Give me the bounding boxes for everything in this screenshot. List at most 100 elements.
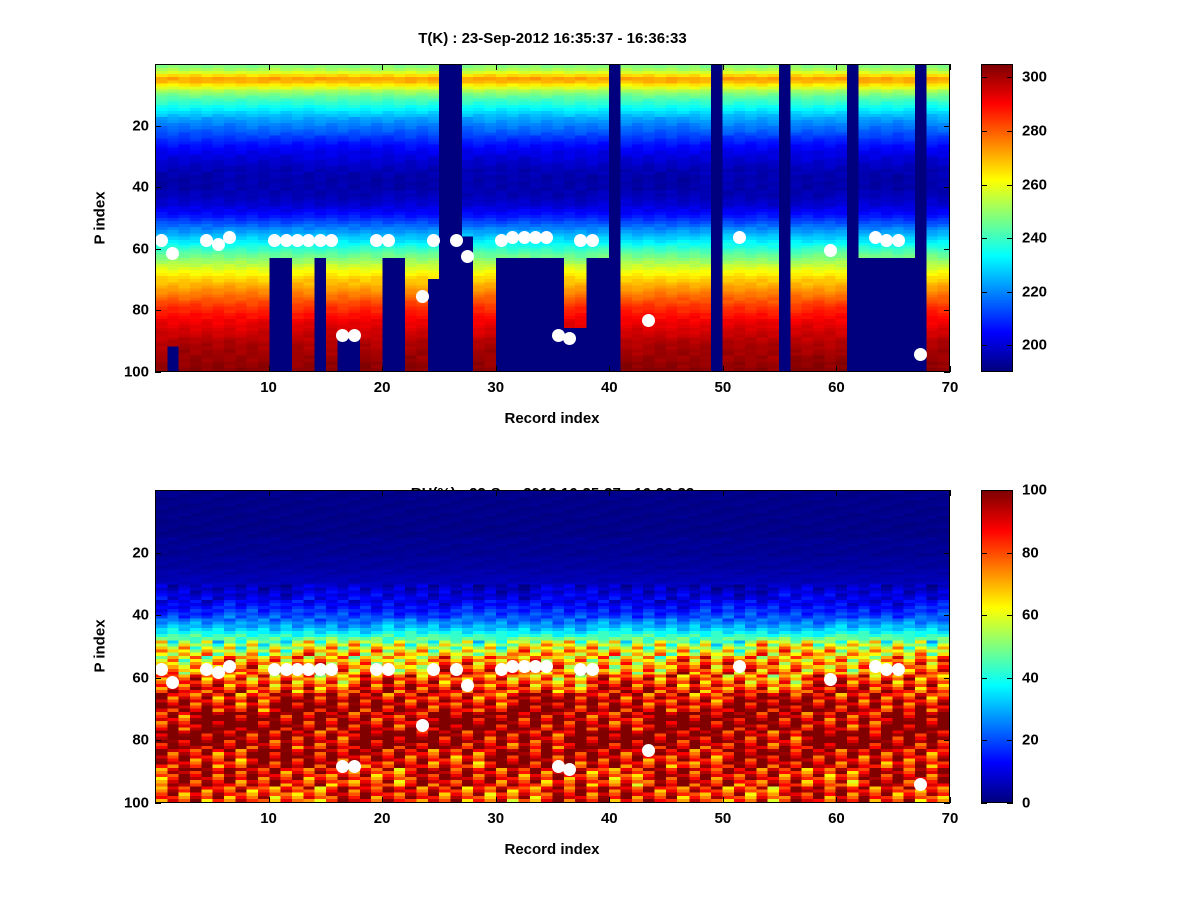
yaxis-tick-label: 20 — [132, 544, 149, 562]
xaxis-tick-mark — [495, 797, 497, 803]
panel-humidity: RH(%) : 23-Sep-2012 16:35:37 - 16:36:33 … — [0, 428, 1200, 900]
xaxis-tick-mark — [609, 366, 611, 372]
xaxis-tick-label: 70 — [941, 810, 959, 827]
temperature-yaxis-label: P index — [91, 191, 109, 245]
colorbar-tick-mark — [981, 238, 987, 240]
colorbar-tick-mark-right — [1007, 490, 1013, 491]
yaxis-tick-mark — [155, 552, 161, 554]
humidity-colorbar[interactable] — [981, 490, 1013, 803]
colorbar-tick-mark-right — [1007, 238, 1013, 240]
yaxis-tick-mark-right — [944, 615, 950, 617]
xaxis-tick-mark — [268, 366, 270, 372]
colorbar-tick-mark-right — [1007, 740, 1013, 742]
xaxis-tick-mark-top — [950, 64, 951, 70]
xaxis-tick-mark — [382, 366, 384, 372]
colorbar-tick-mark — [981, 345, 987, 347]
xaxis-tick-label: 30 — [487, 379, 505, 396]
xaxis-tick-mark — [950, 366, 951, 372]
xaxis-tick-mark-top — [950, 490, 951, 496]
yaxis-tick-mark-right — [944, 677, 950, 679]
colorbar-tick-label: 0 — [1022, 794, 1031, 812]
xaxis-tick-mark — [836, 797, 838, 803]
yaxis-tick-mark-right — [944, 740, 950, 742]
colorbar-tick-mark-right — [1007, 345, 1013, 347]
humidity-yaxis-label: P index — [91, 619, 109, 673]
yaxis-tick-label: 60 — [132, 669, 149, 687]
humidity-colorbar-gradient — [982, 491, 1012, 802]
colorbar-tick-label: 100 — [1022, 481, 1048, 499]
xaxis-tick-mark — [722, 797, 724, 803]
yaxis-tick-mark — [155, 125, 161, 127]
xaxis-tick-mark — [268, 797, 270, 803]
temperature-colorbar[interactable] — [981, 64, 1013, 372]
xaxis-tick-label: 10 — [260, 379, 277, 396]
yaxis-tick-mark — [155, 740, 161, 742]
colorbar-tick-mark — [981, 677, 987, 679]
colorbar-tick-mark-right — [1007, 615, 1013, 617]
xaxis-tick-mark-top — [495, 490, 497, 496]
panel-temperature: T(K) : 23-Sep-2012 16:35:37 - 16:36:33 1… — [91, 30, 1048, 427]
xaxis-tick-mark — [609, 797, 611, 803]
xaxis-tick-mark-top — [609, 490, 611, 496]
xaxis-tick-mark-top — [722, 64, 724, 70]
temperature-panel-title: T(K) : 23-Sep-2012 16:35:37 - 16:36:33 — [418, 30, 687, 47]
yaxis-tick-mark — [155, 310, 161, 312]
yaxis-tick-mark — [155, 187, 161, 189]
yaxis-tick-mark — [155, 677, 161, 679]
colorbar-tick-label: 280 — [1022, 122, 1048, 140]
xaxis-tick-mark-top — [495, 64, 497, 70]
yaxis-tick-label: 80 — [132, 731, 149, 749]
yaxis-tick-mark-right — [944, 372, 950, 373]
colorbar-tick-mark — [981, 552, 987, 554]
temperature-heatmap-image — [156, 65, 949, 371]
colorbar-tick-label: 240 — [1022, 229, 1048, 247]
yaxis-tick-label: 80 — [132, 301, 149, 319]
xaxis-tick-mark — [495, 366, 497, 372]
colorbar-tick-mark — [981, 184, 987, 186]
xaxis-tick-label: 50 — [714, 810, 732, 827]
yaxis-tick-mark-right — [944, 310, 950, 312]
yaxis-tick-label: 60 — [132, 240, 149, 258]
colorbar-tick-label: 220 — [1022, 283, 1048, 301]
xaxis-tick-mark-top — [268, 64, 270, 70]
yaxis-tick-label: 40 — [132, 178, 149, 196]
xaxis-tick-mark-top — [722, 490, 724, 496]
colorbar-tick-mark-right — [1007, 184, 1013, 186]
colorbar-tick-mark — [981, 291, 987, 293]
xaxis-tick-label: 30 — [487, 810, 505, 827]
xaxis-tick-label: 20 — [373, 379, 391, 396]
colorbar-tick-mark — [981, 615, 987, 617]
temperature-heatmap-axes[interactable] — [155, 64, 950, 372]
colorbar-tick-mark-right — [1007, 77, 1013, 79]
yaxis-tick-mark-right — [944, 248, 950, 250]
xaxis-tick-label: 40 — [600, 379, 618, 396]
xaxis-tick-label: 60 — [828, 379, 845, 396]
xaxis-tick-label: 60 — [828, 810, 845, 827]
colorbar-tick-mark-right — [1007, 677, 1013, 679]
xaxis-tick-mark — [836, 366, 838, 372]
colorbar-tick-mark-right — [1007, 552, 1013, 554]
colorbar-tick-label: 200 — [1022, 336, 1048, 354]
yaxis-tick-mark — [155, 803, 161, 804]
colorbar-tick-mark-right — [1007, 291, 1013, 293]
humidity-heatmap-image — [156, 491, 949, 802]
yaxis-tick-label: 20 — [132, 117, 149, 135]
yaxis-tick-label: 100 — [123, 794, 149, 812]
xaxis-tick-label: 50 — [714, 379, 732, 396]
yaxis-tick-mark — [155, 248, 161, 250]
yaxis-tick-label: 40 — [132, 606, 149, 624]
xaxis-tick-mark-top — [836, 64, 838, 70]
yaxis-tick-mark-right — [944, 552, 950, 554]
xaxis-tick-mark-top — [382, 64, 384, 70]
colorbar-tick-label: 40 — [1022, 669, 1039, 687]
yaxis-tick-mark-right — [944, 803, 950, 804]
colorbar-tick-label: 60 — [1022, 606, 1039, 624]
xaxis-tick-label: 10 — [260, 810, 277, 827]
yaxis-tick-mark — [155, 615, 161, 617]
xaxis-tick-mark-top — [836, 490, 838, 496]
humidity-heatmap-axes[interactable] — [155, 490, 950, 803]
xaxis-tick-label: 40 — [600, 810, 618, 827]
xaxis-tick-mark-top — [382, 490, 384, 496]
xaxis-tick-mark — [382, 797, 384, 803]
